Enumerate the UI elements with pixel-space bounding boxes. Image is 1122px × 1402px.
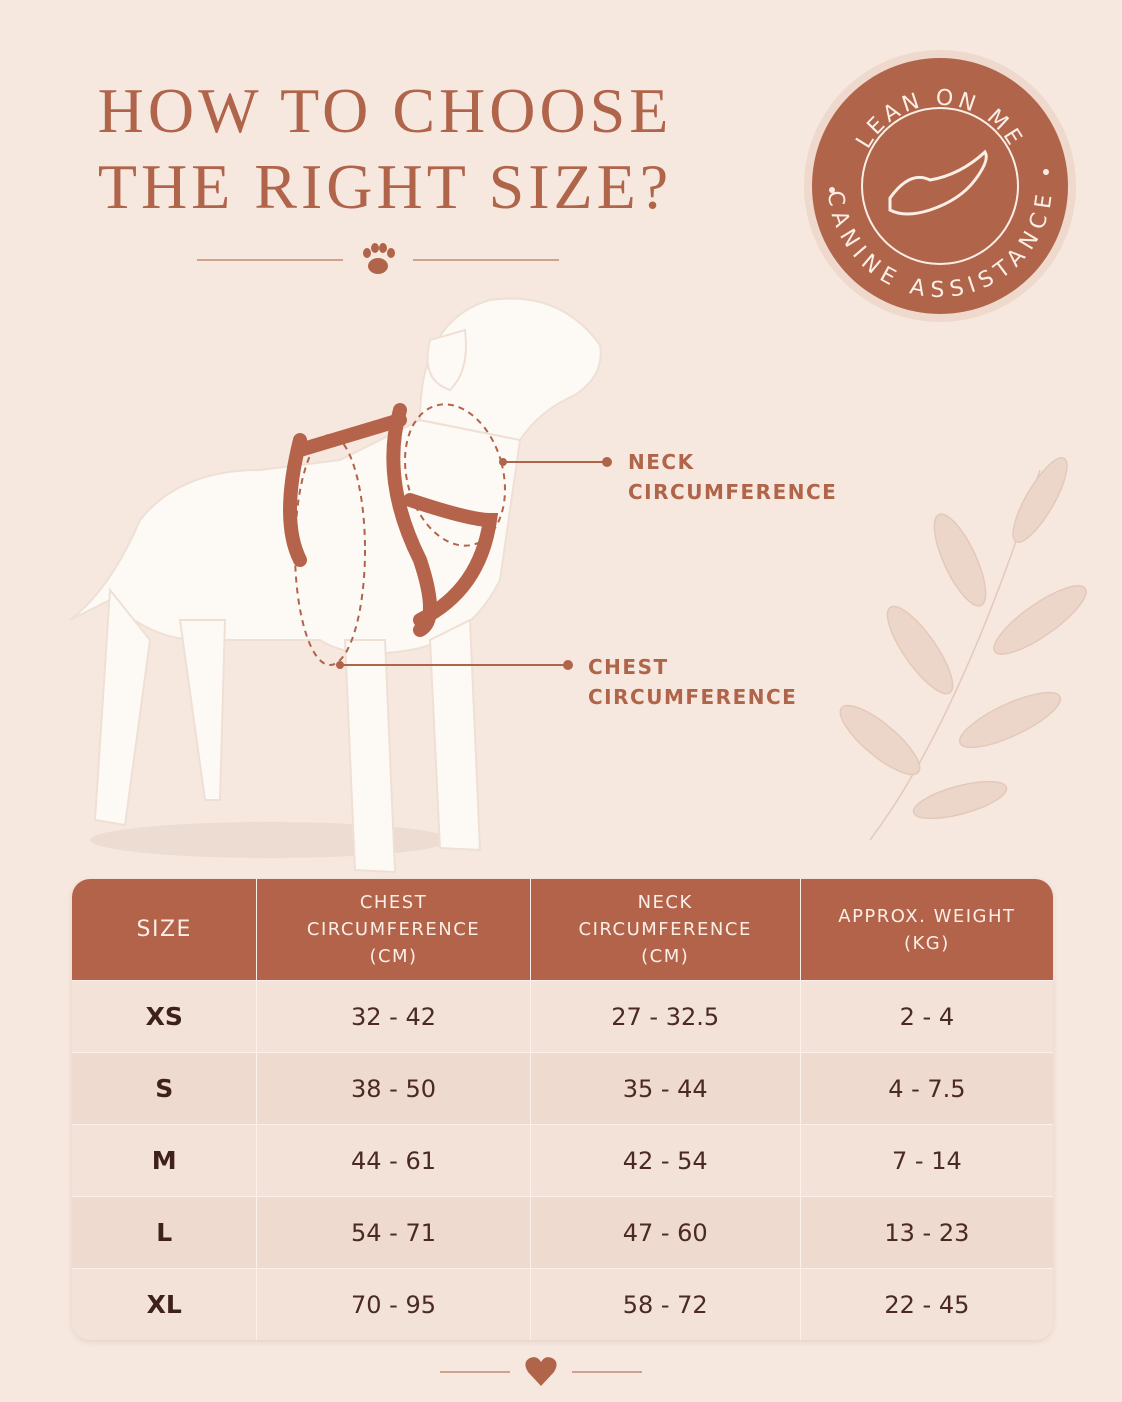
harness [283, 403, 499, 637]
value-cell: 7 - 14 [892, 1146, 962, 1175]
value-cell: 35 - 44 [531, 1053, 801, 1124]
table-header-row: SIZE CHEST CIRCUMFERENCE (CM) NECK CIRCUMFERE… [72, 879, 1053, 980]
header-text: (CM) [369, 946, 418, 967]
callout-label: CIRCUMFERENCE [588, 685, 797, 709]
size-cell: S [72, 1053, 258, 1124]
header-text: CIRCUMFERENCE [578, 919, 752, 940]
table-row: XS 32 - 42 27 - 32.5 2 - 4 [72, 980, 1053, 1052]
title-line: THE RIGHT SIZE? [98, 151, 672, 222]
header-cell: APPROX. WEIGHT (KG) [801, 879, 1053, 980]
value-cell: 58 - 72 [531, 1269, 801, 1340]
size-table: SIZE CHEST CIRCUMFERENCE (CM) NECK CIRCUMFERE… [72, 879, 1053, 1340]
header-cell: NECK CIRCUMFERENCE (CM) [531, 879, 801, 980]
leaf-decoration [839, 457, 1087, 841]
table-row: L 54 - 71 47 - 60 13 - 23 [72, 1196, 1053, 1268]
value-cell: 44 - 61 [257, 1125, 531, 1196]
header-cell: SIZE [72, 879, 258, 980]
header-text: CIRCUMFERENCE [306, 919, 481, 940]
value-cell: 13 - 23 [884, 1218, 970, 1247]
callout-label: CIRCUMFERENCE [628, 480, 837, 504]
size-cell: XS [72, 981, 258, 1052]
paw-icon [363, 243, 395, 274]
table-row: M 44 - 61 42 - 54 7 - 14 [72, 1124, 1053, 1196]
value-cell: 27 - 32.5 [531, 981, 801, 1052]
size-cell: XL [72, 1269, 258, 1340]
size-cell: L [72, 1197, 258, 1268]
callout-lines [336, 457, 612, 670]
value-cell: 47 - 60 [531, 1197, 801, 1268]
value-cell: 32 - 42 [257, 981, 531, 1052]
header-text: CHEST [359, 892, 428, 913]
table-row: S 38 - 50 35 - 44 4 - 7.5 [72, 1052, 1053, 1124]
value-cell: 38 - 50 [257, 1053, 531, 1124]
value-cell: 4 - 7.5 [888, 1074, 966, 1103]
value-cell: 2 - 4 [899, 1002, 955, 1031]
header-text: (KG) [903, 932, 950, 954]
dog-illustration [69, 297, 602, 874]
size-cell: M [72, 1125, 258, 1196]
value-cell: 42 - 54 [531, 1125, 801, 1196]
badge: LEAN ON ME CANINE ASSISTANCE [804, 50, 1076, 322]
title-line: HOW TO CHOOSE [98, 75, 673, 146]
value-cell: 22 - 45 [884, 1290, 970, 1319]
callout-label: NECK [628, 450, 695, 474]
table-row: XL 70 - 95 58 - 72 22 - 45 [72, 1268, 1053, 1340]
callout-label: CHEST [588, 655, 669, 679]
header-text: SIZE [136, 917, 192, 942]
header-cell: CHEST CIRCUMFERENCE (CM) [257, 879, 531, 980]
header-text: APPROX. WEIGHT [838, 905, 1016, 927]
header-text: NECK [637, 892, 693, 913]
value-cell: 54 - 71 [257, 1197, 531, 1268]
footer-divider [440, 1357, 642, 1386]
header-text: (CM) [641, 946, 690, 967]
value-cell: 70 - 95 [257, 1269, 531, 1340]
